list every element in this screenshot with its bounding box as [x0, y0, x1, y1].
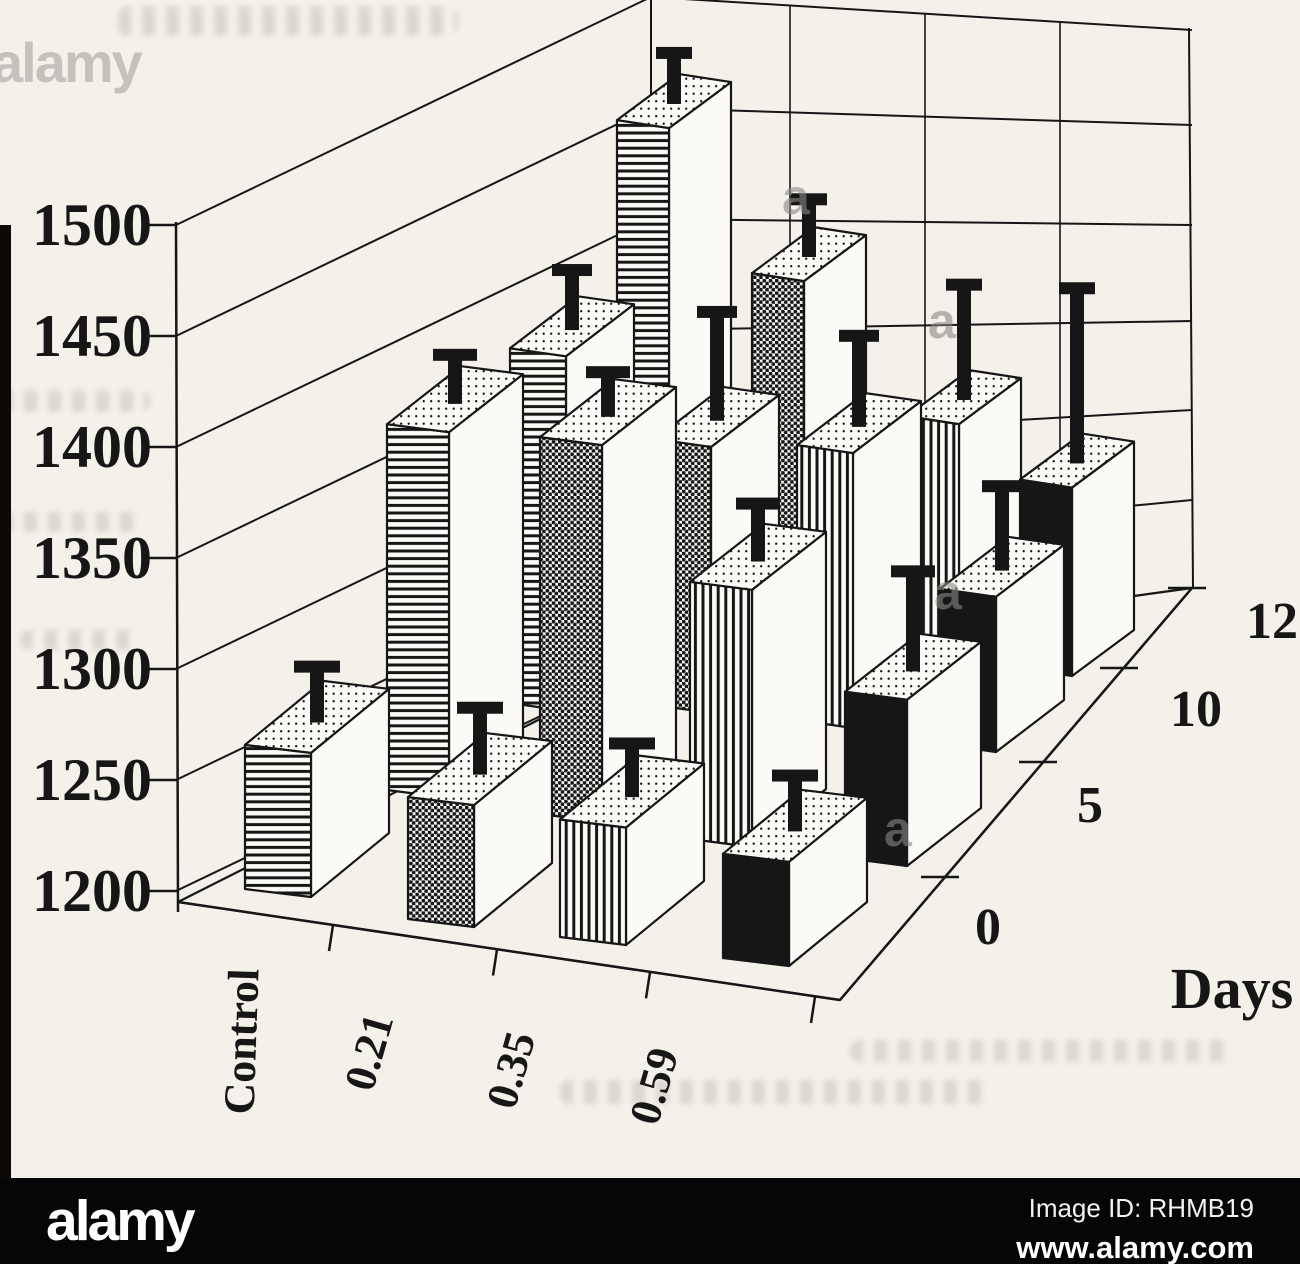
x-axis-tick	[327, 924, 335, 952]
back-wall-gridline	[650, 218, 1193, 226]
bleed-smudge	[560, 1080, 990, 1104]
error-bar-cap	[772, 769, 818, 782]
error-bar-cap	[294, 660, 340, 673]
error-bar-cap	[586, 366, 630, 379]
left-wall-gridline	[175, 0, 648, 226]
alamy-logo: alamy	[46, 1189, 196, 1253]
bar-front-face	[385, 423, 451, 800]
day-label: 5	[1077, 777, 1103, 834]
error-bar-stem	[852, 339, 866, 427]
bleed-smudge	[0, 390, 150, 412]
left-wall-gridline	[175, 218, 652, 448]
error-bar-stem	[601, 376, 615, 417]
error-bar-stem	[788, 779, 802, 832]
day-label: 10	[1170, 681, 1222, 738]
error-bar-cap	[891, 565, 935, 578]
bleed-smudge	[0, 512, 140, 532]
category-label: 0.35	[477, 1026, 545, 1114]
alamy-watermark-word: alamy	[0, 31, 143, 94]
alamy-url-text: www.alamy.com	[1016, 1229, 1254, 1264]
bar-front-face	[243, 743, 313, 899]
y-tick-label: 1400	[32, 414, 152, 480]
back-wall-gridline	[650, 107, 1193, 126]
x-axis	[177, 900, 841, 1002]
back-wall-gridline	[683, 0, 1193, 31]
error-bar-stem	[310, 670, 324, 723]
error-bar-cap	[457, 701, 503, 714]
y-tick-label: 1300	[32, 636, 152, 702]
category-label: 0.59	[620, 1042, 688, 1130]
bar-0.59-day5	[843, 565, 983, 868]
day-label: 0	[975, 899, 1001, 956]
category-label: 0.21	[335, 1008, 403, 1096]
error-bar-stem	[473, 711, 487, 775]
y-tick-label: 1500	[32, 192, 152, 258]
error-bar-stem	[1070, 292, 1084, 464]
back-wall-gridline	[650, 320, 1193, 331]
bar-Control-day0	[243, 660, 391, 899]
bar-Control-day5	[385, 348, 525, 800]
bleed-smudge	[118, 6, 458, 36]
bar-0.35-day5	[688, 497, 828, 849]
x-axis-tick	[491, 949, 499, 976]
error-bar-stem	[906, 575, 920, 672]
error-bar-cap	[609, 737, 655, 750]
bar-0.59-day0	[721, 769, 869, 968]
error-bar-cap	[552, 264, 592, 277]
y-tick-label: 1250	[32, 747, 152, 813]
error-bar-cap	[736, 497, 780, 510]
bar-0.21-day5	[538, 366, 678, 824]
day-label: 12	[1246, 593, 1298, 650]
y-axis	[174, 221, 180, 913]
error-bar-stem	[710, 315, 724, 421]
depth-axis	[839, 587, 1193, 1001]
error-bar-cap	[697, 305, 737, 318]
alamy-watermark-tile: a	[928, 293, 956, 349]
error-bar-stem	[995, 490, 1009, 571]
bar-front-face	[406, 795, 476, 929]
error-bar-cap	[791, 193, 827, 206]
scan-edge-strip	[0, 225, 11, 1178]
bar-front-face	[721, 852, 791, 968]
alamy-watermark-tile: a	[934, 564, 962, 620]
category-label: Control	[214, 968, 268, 1115]
left-wall-gridline	[175, 107, 652, 337]
x-axis-tick	[644, 972, 652, 999]
depth-axis-title: Days	[1171, 956, 1293, 1021]
error-bar-cap	[946, 278, 982, 291]
image-id-text: Image ID: RHMB19	[1028, 1193, 1254, 1223]
error-bar-stem	[625, 747, 639, 798]
y-tick-label: 1350	[32, 525, 152, 591]
alamy-watermark-tile: a	[782, 169, 810, 225]
back-right-corner-edge	[1188, 27, 1194, 589]
error-bar-stem	[751, 507, 765, 562]
bleed-smudge	[850, 1040, 1230, 1062]
error-bar-stem	[667, 56, 681, 104]
error-bar-cap	[982, 480, 1022, 493]
bar-0.21-day0	[406, 701, 554, 929]
error-bar-cap	[433, 348, 477, 361]
error-bar-cap	[839, 329, 879, 342]
error-bar-stem	[957, 288, 971, 401]
error-bar-cap	[656, 46, 692, 59]
y-tick-label: 1200	[32, 858, 152, 924]
alamy-watermark-tile: a	[884, 801, 912, 857]
error-bar-stem	[802, 203, 816, 258]
error-bar-cap	[1059, 282, 1095, 295]
bleed-smudge	[20, 630, 140, 650]
bar-front-face	[558, 818, 628, 947]
y-tick-label: 1450	[32, 303, 152, 369]
x-axis-tick	[809, 996, 817, 1024]
error-bar-stem	[448, 358, 462, 404]
watermark-bar: alamy Image ID: RHMB19 www.alamy.com	[0, 1178, 1300, 1264]
error-bar-stem	[565, 274, 579, 331]
bar-0.35-day0	[558, 737, 706, 947]
